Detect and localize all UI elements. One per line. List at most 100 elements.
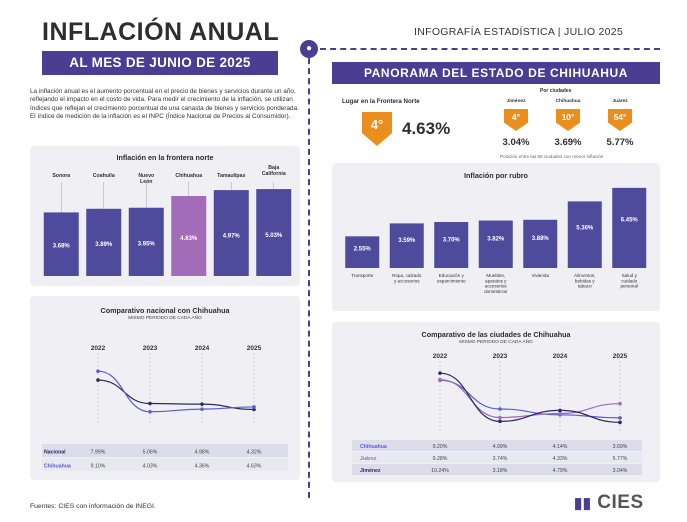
series-point-chihuahua: [498, 407, 502, 411]
frontera-bar-chart: Sonora 3.68% Coahuila 3.89% Nuevo León 3.95% Ch…: [43, 165, 292, 276]
table-cell-value: 4.36%: [195, 464, 210, 470]
vertical-divider: [308, 48, 310, 498]
rubro-bar: [389, 223, 424, 268]
year-label: 2024: [195, 345, 210, 352]
table-cell-value: 5.77%: [613, 456, 628, 462]
link-icon: ●: [300, 40, 318, 58]
frontera-category-label: Baja California: [262, 165, 286, 177]
rubro-category-label: Salud y cuidado personal: [620, 273, 638, 289]
city-name: Juárez: [612, 99, 628, 104]
city-rank-value: 3.04%: [502, 137, 530, 148]
rubro-bar: [434, 222, 469, 268]
series-point-jiménez: [558, 408, 562, 413]
series-point-nacional: [252, 407, 256, 412]
frontera-rank-label: Lugar en la Frontera Norte: [342, 98, 420, 105]
table-cell-value: 5.06%: [143, 450, 158, 456]
horizontal-divider: [320, 48, 660, 50]
rubro-bar-value: 3.88%: [532, 236, 550, 242]
table-cell-value: 9.10%: [91, 464, 106, 470]
table-series-name: Chihuahua: [44, 464, 71, 470]
rubro-category-label: Alimentos, bebidas y tabaco: [574, 273, 595, 289]
series-point-juárez: [558, 411, 562, 416]
series-line-chihuahua: [439, 379, 621, 419]
table-cell-value: 10.24%: [431, 468, 449, 474]
year-label: 2023: [493, 353, 508, 360]
frontera-chart-title: Inflación en la frontera norte: [116, 153, 214, 162]
year-label: 2022: [91, 345, 106, 352]
rubro-bar-value: 3.59%: [398, 238, 416, 244]
rubro-bar-value: 3.70%: [443, 237, 461, 243]
page-title: INFLACIÓN ANUAL: [42, 18, 280, 46]
series-point-chihuahua: [96, 369, 100, 373]
city-name: Chihuahua: [555, 99, 581, 104]
table-series-name: Chihuahua: [360, 444, 387, 450]
rubro-bar-value: 6.45%: [621, 218, 639, 224]
footer-source: Fuentes: CIES con información de INEGI.: [30, 503, 156, 510]
table-row: [352, 464, 642, 475]
series-line-juárez: [439, 379, 621, 419]
frontera-bar: [128, 207, 164, 276]
rubro-bar: [478, 220, 513, 268]
frontera-bar-value: 5.03%: [265, 233, 283, 239]
series-point-jiménez: [498, 419, 502, 424]
nacional-panel: Comparativo nacional con Chihuahua MISMO…: [30, 296, 300, 480]
series-point-nacional: [96, 378, 100, 382]
table-cell-value: 4.33%: [553, 456, 568, 462]
city-name: Jiménez: [506, 99, 526, 104]
page-subtitle: AL MES DE JUNIO DE 2025: [42, 51, 278, 75]
frontera-bar: [171, 195, 207, 276]
table-cell-value: 3.18%: [493, 468, 508, 474]
city-rank-value: 3.69%: [554, 137, 582, 148]
series-point-juárez: [438, 377, 442, 382]
frontera-bar: [256, 189, 292, 276]
series-point-juárez: [498, 415, 502, 420]
cies-logo: ▮▮ CIES: [574, 492, 644, 513]
frontera-rank-value: 4.63%: [402, 119, 451, 138]
table-cell-value: 9.28%: [433, 456, 448, 462]
rubro-bar-value: 2.55%: [354, 246, 372, 252]
rubro-category-label: Transporte: [351, 273, 373, 278]
table-cell-value: 4.03%: [143, 464, 158, 470]
table-row: [352, 440, 642, 451]
table-cell-value: 7.99%: [91, 450, 106, 456]
rubro-category-label: Vivienda: [531, 273, 549, 278]
rubro-panel: Inflación por rubro 2.55% Transporte 3.59%…: [332, 163, 660, 311]
frontera-rank-badge: 4°: [362, 112, 392, 146]
city-rank-badge: 54°: [608, 109, 632, 131]
series-point-chihuahua: [148, 409, 152, 414]
table-row: [42, 458, 288, 471]
city-rank-badge: 4°: [504, 109, 528, 131]
frontera-bar: [86, 208, 122, 276]
table-series-name: Jiménez: [360, 468, 381, 474]
intro-paragraph: La inflación anual es el aumento porcent…: [30, 88, 299, 121]
frontera-category-label: Coahuila: [93, 173, 115, 179]
series-point-chihuahua: [200, 407, 204, 411]
infographic-date: INFOGRAFÍA ESTADÍSTICA | JULIO 2025: [414, 26, 624, 38]
frontera-bar-value: 4.97%: [223, 233, 241, 239]
table-cell-value: 3.69%: [613, 444, 628, 450]
series-point-juárez: [618, 401, 622, 406]
table-cell-value: 4.79%: [553, 468, 568, 474]
year-label: 2023: [143, 345, 158, 352]
rubro-chart-title: Inflación por rubro: [464, 171, 528, 180]
rubro-category-label: Ropa, calzado y accesorios: [392, 273, 422, 283]
nacional-chart-title: Comparativo nacional con Chihuahua: [100, 306, 230, 315]
table-row: [42, 444, 288, 457]
frontera-category-label: Tamaulipas: [217, 173, 245, 179]
cities-note: Posición entre las 55 ciudades con menor…: [500, 154, 604, 159]
table-cell-value: 4.98%: [195, 450, 210, 456]
table-cell-value: 3.74%: [493, 456, 508, 462]
table-cell-value: 3.04%: [613, 468, 628, 474]
frontera-bar: [43, 212, 79, 276]
series-point-jiménez: [438, 371, 442, 375]
series-line-jiménez: [439, 372, 621, 423]
nacional-line-chart: 2022 2023 2024 2025 Nacional 7.99% 5.06% 4.98% 4…: [42, 345, 288, 471]
table-series-name: Juárez: [360, 456, 377, 462]
table-row: [352, 452, 642, 463]
cities-title: Por ciudades: [540, 88, 572, 94]
year-label: 2022: [433, 353, 448, 360]
ciudades-chart-subtitle: MISMO PERIODO DE CADA AÑO: [459, 340, 533, 345]
rubro-category-label: Educación y esparcimiento: [437, 273, 466, 283]
frontera-bar-value: 3.95%: [138, 241, 156, 247]
rubro-bar: [612, 187, 647, 268]
